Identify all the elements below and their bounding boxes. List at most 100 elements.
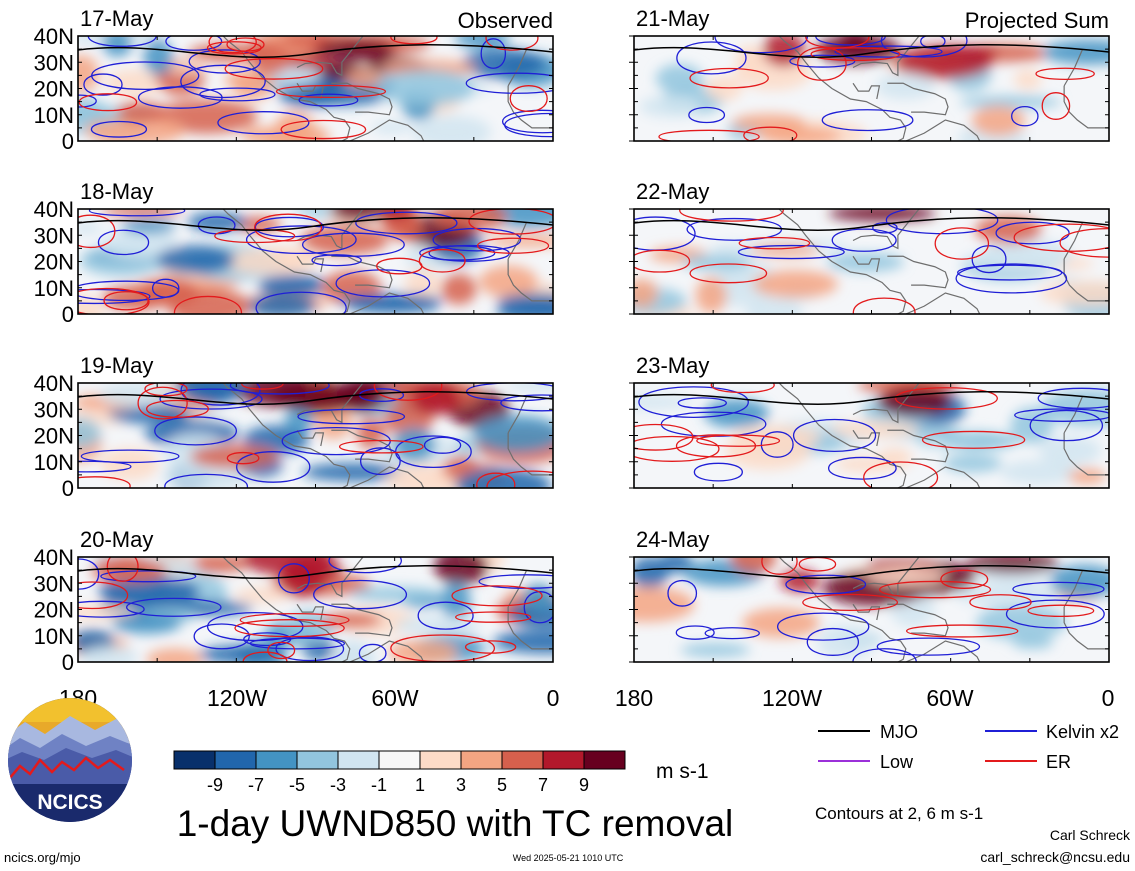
lat-tick-label: 10N — [34, 103, 74, 128]
lat-tick-label: 40N — [34, 24, 74, 49]
colorbar-tick-label: -5 — [289, 775, 305, 795]
lon-tick-label: 0 — [1102, 685, 1115, 711]
timestamp: Wed 2025-05-21 1010 UTC — [513, 853, 624, 863]
lat-tick-label: 40N — [34, 371, 74, 396]
lat-tick-label: 10N — [34, 450, 74, 475]
map-panel: 24-May — [629, 527, 1110, 663]
panel-date: 19-May — [80, 353, 153, 378]
anomaly-field — [78, 383, 553, 488]
anomaly-field — [634, 209, 1109, 314]
lon-axis-right: 180 120W 60W 0 — [615, 685, 1115, 711]
legend-item-low: Low — [818, 752, 914, 772]
lat-tick-label: 20N — [34, 598, 74, 623]
author-email: carl_schreck@ncsu.edu — [980, 849, 1130, 865]
lat-tick-label: 30N — [34, 397, 74, 422]
panel-date: 21-May — [636, 6, 709, 31]
panel-date: 24-May — [636, 527, 709, 552]
legend-label: Low — [880, 752, 914, 772]
panel-date: 18-May — [80, 179, 153, 204]
colorbar-tick-label: 5 — [497, 775, 507, 795]
lat-tick-label: 30N — [34, 571, 74, 596]
contours — [634, 209, 1109, 314]
lon-axis-left: 180 120W 60W 0 — [59, 685, 560, 711]
lat-tick-label: 10N — [34, 624, 74, 649]
panel-label: Observed — [458, 8, 553, 33]
lat-tick-label: 20N — [34, 250, 74, 275]
colorbar-tick-label: 7 — [538, 775, 548, 795]
lat-tick-label: 20N — [34, 424, 74, 449]
lat-tick-label: 20N — [34, 77, 74, 102]
contour-note: Contours at 2, 6 m s-1 — [815, 804, 983, 823]
colorbar-swatch — [296, 750, 339, 770]
colorbar-swatch — [337, 750, 380, 770]
colorbar-swatch — [378, 750, 421, 770]
lat-tick-label: 30N — [34, 50, 74, 75]
panel-date: 17-May — [80, 6, 153, 31]
colorbar-tick-label: -3 — [330, 775, 346, 795]
legend-label: Kelvin x2 — [1046, 722, 1119, 742]
panel-frame — [77, 556, 554, 663]
lat-tick-label: 40N — [34, 545, 74, 570]
legend-label: ER — [1046, 752, 1071, 772]
contours — [634, 557, 1109, 662]
coastlines — [222, 557, 553, 662]
lat-tick-label: 0 — [62, 129, 74, 154]
panel-frame — [77, 35, 554, 142]
panel-frame — [77, 382, 554, 489]
legend-item-kelvin: Kelvin x2 — [985, 722, 1119, 742]
lon-tick-label: 120W — [762, 685, 822, 711]
colorbar-tick-label: 1 — [415, 775, 425, 795]
colorbar-swatch — [214, 750, 257, 770]
lon-tick-label: 60W — [926, 685, 974, 711]
logo-text: NCICS — [37, 791, 102, 814]
lon-tick-label: 0 — [547, 685, 560, 711]
ncics-logo: NCICS — [8, 698, 132, 822]
lat-tick-label: 30N — [34, 223, 74, 248]
lat-tick-label: 0 — [62, 650, 74, 675]
contours — [78, 209, 553, 314]
colorbar-swatch — [501, 750, 544, 770]
map-panel: 21-May Projected Sum — [629, 6, 1110, 142]
anomaly-field — [78, 209, 553, 314]
legend-item-er: ER — [985, 752, 1071, 772]
anomaly-field — [78, 557, 553, 662]
colorbar-swatch — [460, 750, 503, 770]
panel-frame — [77, 208, 554, 315]
lat-tick-label: 0 — [62, 476, 74, 501]
colorbar-swatch — [255, 750, 298, 770]
legend-label: MJO — [880, 722, 918, 742]
map-panel: 23-May — [629, 353, 1110, 489]
lon-tick-label: 180 — [615, 685, 653, 711]
colorbar-tick-label: -9 — [207, 775, 223, 795]
colorbar-tick-label: 9 — [579, 775, 589, 795]
panel-date: 23-May — [636, 353, 709, 378]
contours — [78, 557, 553, 662]
contours — [634, 383, 1109, 488]
lat-tick-label: 40N — [34, 197, 74, 222]
author-name: Carl Schreck — [1050, 827, 1131, 843]
lon-tick-label: 120W — [207, 685, 267, 711]
contours — [78, 383, 553, 488]
coastlines — [222, 383, 553, 488]
chart-title: 1-day UWND850 with TC removal — [177, 803, 734, 844]
colorbar-swatch — [542, 750, 585, 770]
panel-date: 22-May — [636, 179, 709, 204]
coastlines — [778, 383, 1109, 488]
lat-tick-label: 0 — [62, 302, 74, 327]
lon-tick-label: 60W — [371, 685, 419, 711]
panel-date: 20-May — [80, 527, 153, 552]
colorbar-tick-label: -7 — [248, 775, 264, 795]
colorbar-swatch — [173, 750, 216, 770]
anomaly-field — [634, 557, 1109, 662]
colorbar: -9 -7 -5 -3 -1 1 3 5 7 9 — [173, 750, 626, 795]
anomaly-field — [634, 383, 1109, 488]
site-link: ncics.org/mjo — [4, 850, 81, 865]
anomaly-field — [78, 36, 553, 141]
colorbar-tick-label: 3 — [456, 775, 466, 795]
map-panel: 22-May — [629, 179, 1110, 315]
